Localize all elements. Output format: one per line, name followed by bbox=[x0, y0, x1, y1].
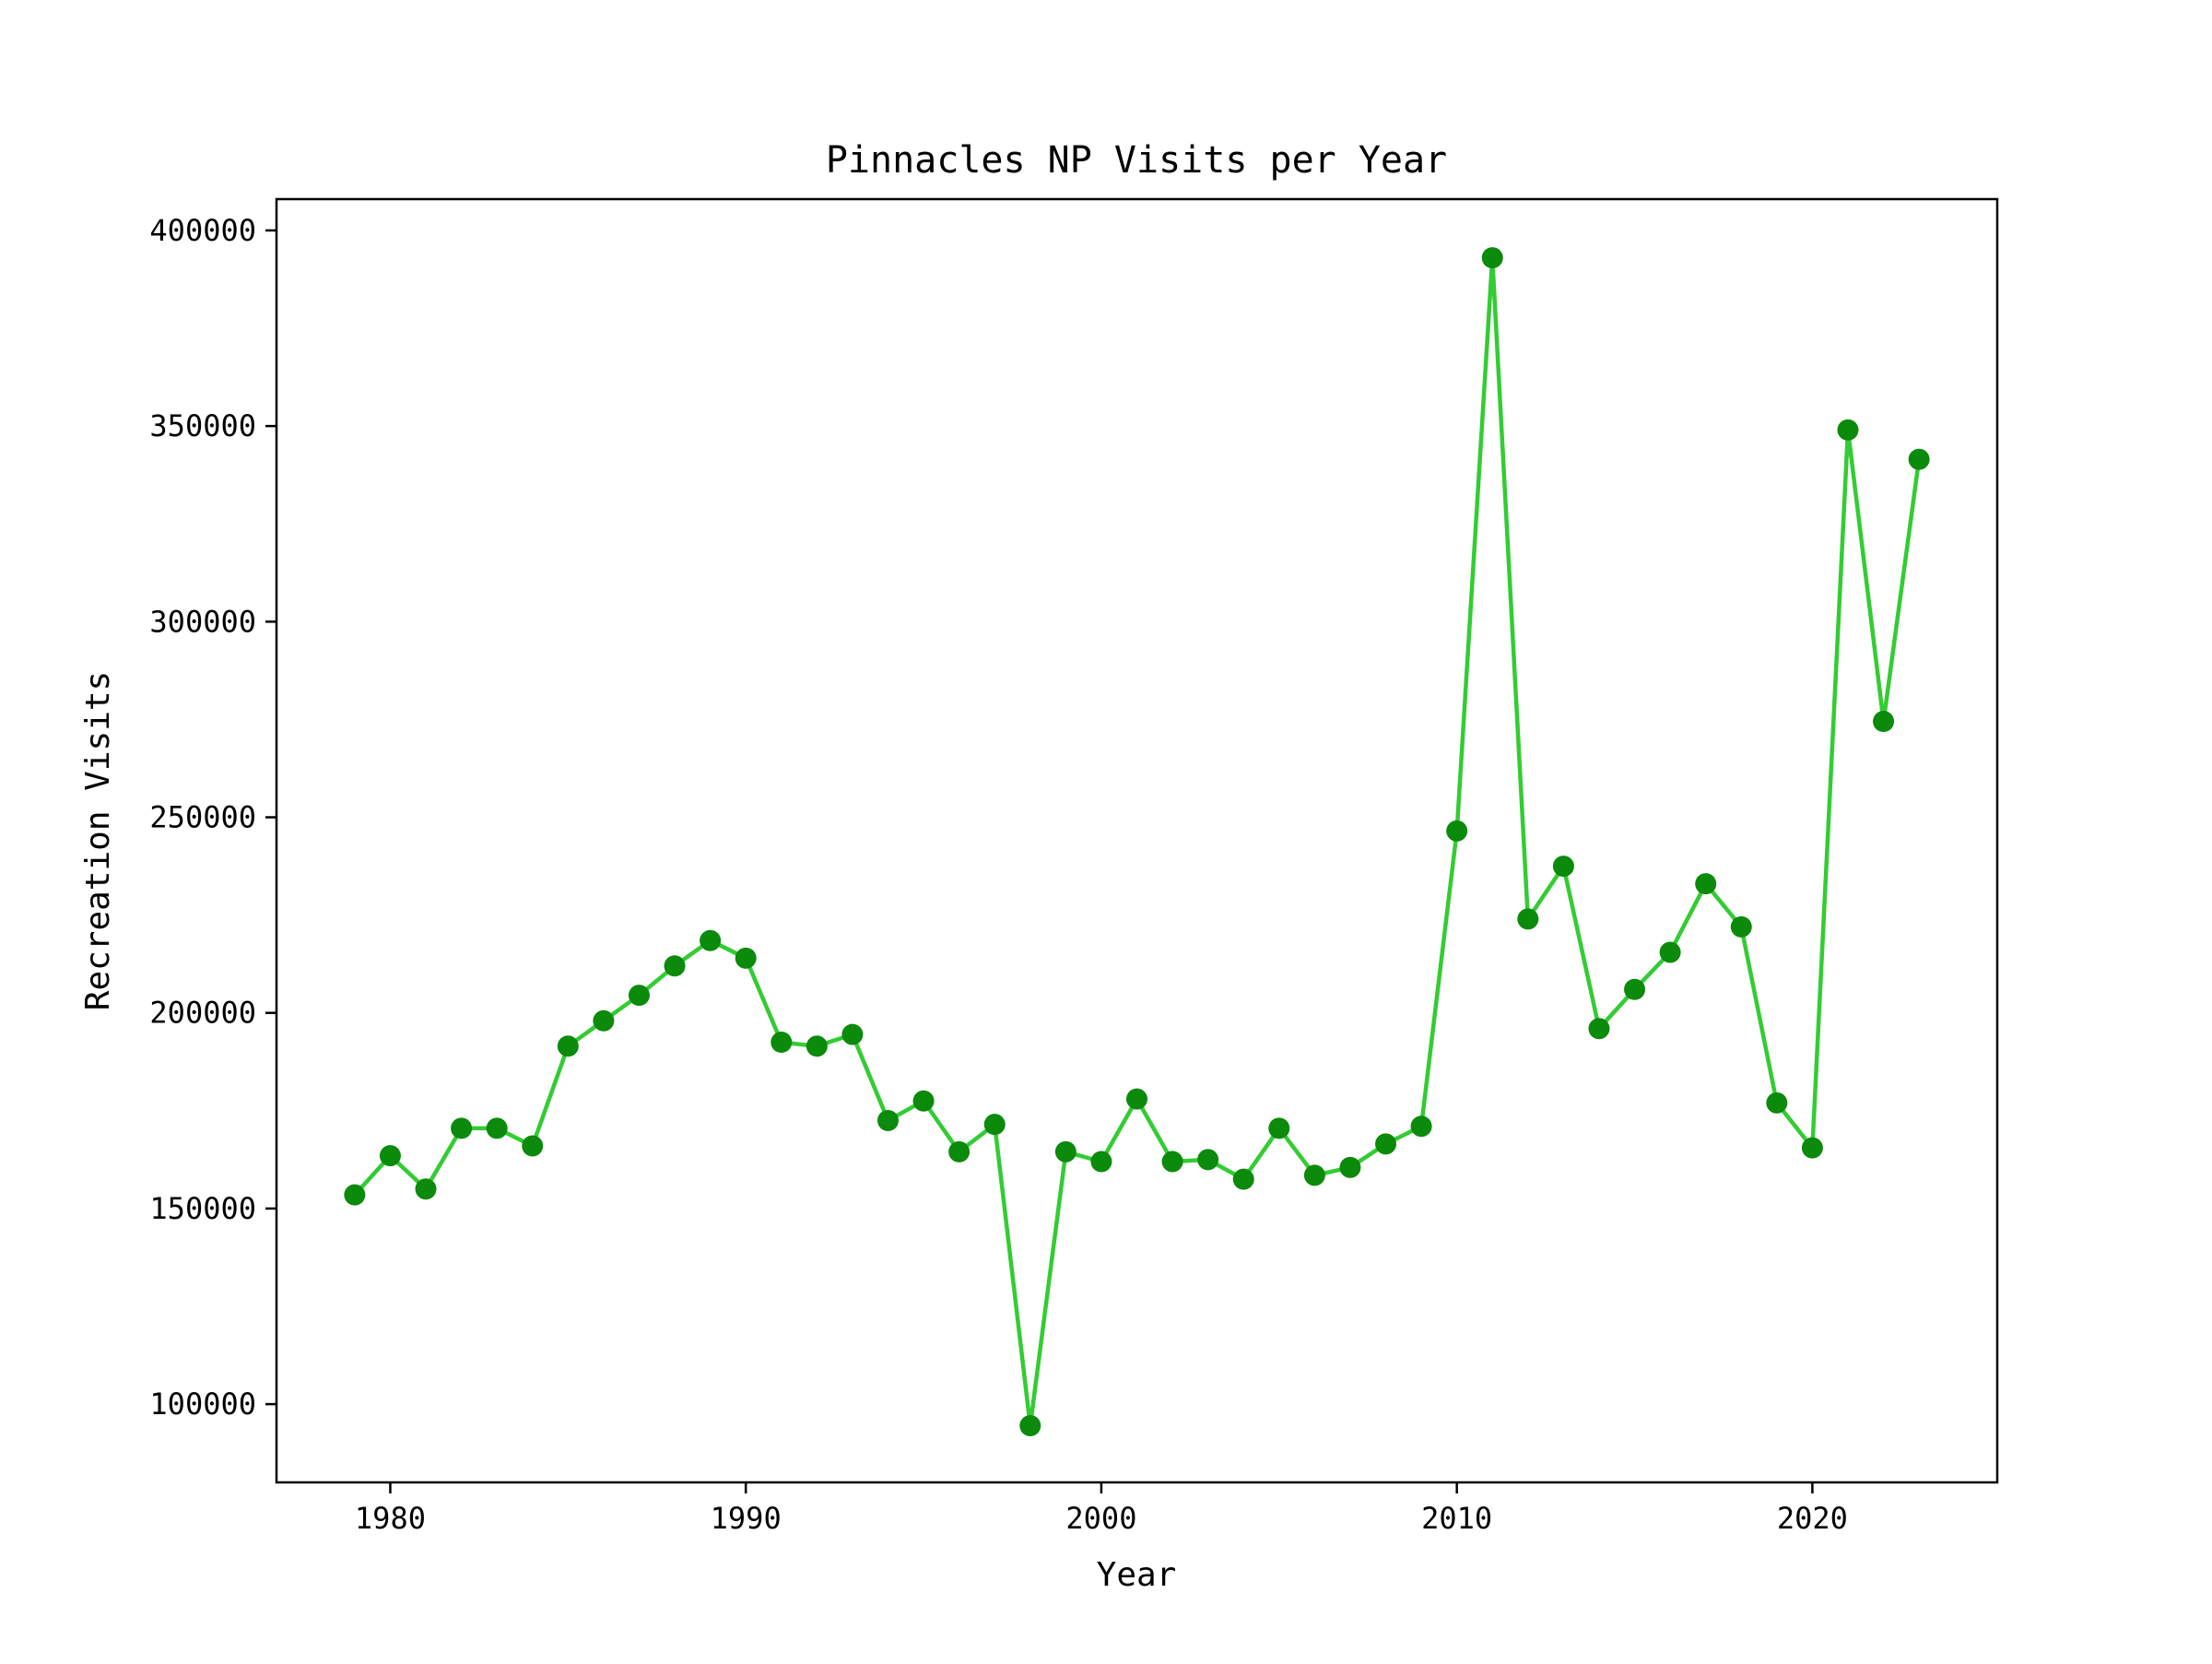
data-point bbox=[806, 1035, 828, 1057]
y-tick-label: 350000 bbox=[149, 408, 256, 443]
data-point bbox=[1090, 1151, 1112, 1173]
data-point bbox=[1517, 908, 1539, 930]
data-point bbox=[1837, 419, 1859, 441]
data-point bbox=[1019, 1414, 1041, 1436]
data-point bbox=[1054, 1140, 1077, 1162]
data-point bbox=[1552, 856, 1574, 878]
data-point bbox=[628, 985, 650, 1007]
x-tick-label: 1990 bbox=[711, 1501, 782, 1536]
data-point bbox=[379, 1145, 401, 1167]
data-point bbox=[1339, 1156, 1361, 1178]
plot-frame bbox=[275, 197, 1999, 1484]
data-point bbox=[1126, 1088, 1147, 1110]
data-point bbox=[1161, 1151, 1183, 1173]
data-point bbox=[1624, 978, 1646, 1000]
data-point bbox=[1730, 915, 1752, 938]
data-point bbox=[1268, 1117, 1290, 1139]
data-point bbox=[1659, 941, 1681, 963]
x-axis: 1980 1990 2000 2010 2020 bbox=[355, 1482, 1848, 1536]
data-point bbox=[664, 955, 686, 977]
x-tick-label: 2010 bbox=[1421, 1501, 1492, 1536]
y-tick-label: 250000 bbox=[149, 800, 256, 835]
y-axis-label: Recreation Visits bbox=[79, 671, 117, 1010]
data-point bbox=[983, 1114, 1006, 1136]
data-point bbox=[1410, 1115, 1432, 1138]
y-tick-label: 100000 bbox=[149, 1387, 256, 1422]
data-point bbox=[1197, 1149, 1219, 1171]
data-point bbox=[912, 1090, 935, 1112]
data-point bbox=[1303, 1164, 1325, 1186]
data-point bbox=[1375, 1133, 1397, 1155]
data-point bbox=[877, 1109, 899, 1131]
data-point bbox=[1481, 247, 1503, 269]
data-point bbox=[700, 929, 722, 951]
data-point bbox=[486, 1117, 508, 1139]
y-tick-label: 300000 bbox=[149, 604, 256, 639]
data-point bbox=[1232, 1168, 1254, 1190]
data-point bbox=[1766, 1092, 1788, 1114]
data-point bbox=[841, 1023, 864, 1045]
data-point bbox=[522, 1135, 544, 1157]
x-tick-label: 2000 bbox=[1065, 1501, 1136, 1536]
data-point bbox=[1588, 1018, 1610, 1040]
x-tick-label: 1980 bbox=[355, 1501, 426, 1536]
data-point bbox=[771, 1032, 793, 1054]
data-point bbox=[557, 1035, 579, 1057]
data-point bbox=[1908, 448, 1930, 470]
data-point bbox=[735, 947, 757, 969]
data-point bbox=[451, 1117, 473, 1139]
plot-marks bbox=[344, 247, 1930, 1436]
data-point bbox=[415, 1178, 437, 1200]
data-point bbox=[1873, 711, 1895, 733]
data-point bbox=[344, 1184, 366, 1206]
y-tick-label: 150000 bbox=[149, 1191, 256, 1226]
data-point bbox=[593, 1009, 615, 1032]
y-tick-label: 400000 bbox=[149, 213, 256, 248]
data-point bbox=[1695, 873, 1717, 895]
y-tick-label: 200000 bbox=[149, 996, 256, 1031]
y-axis: 100000 150000 200000 250000 300000 350000 4000… bbox=[149, 213, 276, 1422]
x-tick-label: 2020 bbox=[1777, 1501, 1848, 1536]
chart-title: Pinnacles NP Visits per Year bbox=[826, 139, 1447, 182]
data-point bbox=[1801, 1137, 1823, 1159]
data-point bbox=[948, 1140, 971, 1162]
data-point bbox=[1446, 820, 1468, 842]
x-axis-label: Year bbox=[1097, 1556, 1177, 1594]
